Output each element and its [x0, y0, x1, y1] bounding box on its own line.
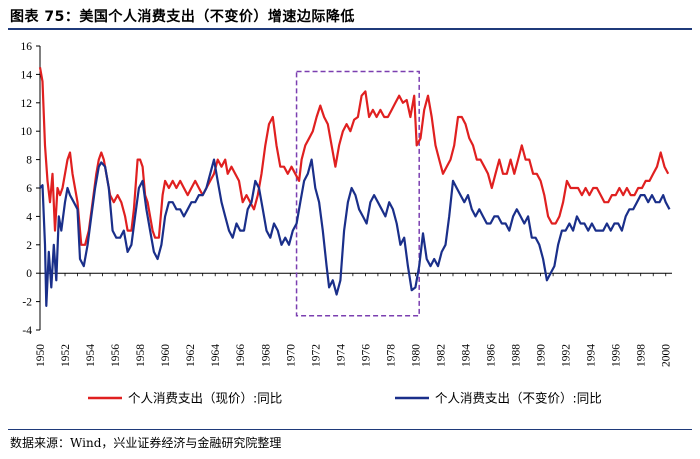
x-tick-label: 1978	[385, 344, 397, 367]
x-tick-label: 1998	[636, 344, 648, 367]
y-tick-label: 4	[26, 211, 32, 223]
x-tick-label: 1980	[410, 344, 422, 367]
series-line-nominal	[38, 67, 670, 246]
y-tick-label: -4	[22, 325, 32, 337]
x-tick-label: 1966	[235, 344, 247, 367]
x-tick-label: 1976	[360, 344, 372, 367]
x-tick-label: 1992	[561, 344, 573, 367]
highlight-box	[295, 70, 420, 317]
x-tick-label: 2000	[661, 344, 673, 367]
y-tick-label: 12	[21, 98, 33, 110]
x-tick-label: 1988	[511, 344, 523, 367]
y-tick-label: 10	[21, 126, 33, 138]
source-note: 数据来源：Wind，兴业证券经济与金融研究院整理	[10, 436, 282, 450]
y-tick-label: 14	[21, 69, 33, 81]
y-tick-label: -2	[22, 297, 32, 309]
chart-series	[38, 67, 671, 307]
legend-label-real: 个人消费支出（不变价）:同比	[435, 391, 602, 406]
y-tick-label: 6	[26, 183, 32, 195]
y-tick-label: 16	[21, 41, 33, 53]
x-tick-label: 1996	[611, 344, 623, 367]
x-tick-label: 1958	[135, 344, 147, 367]
x-tick-label: 1950	[35, 344, 47, 367]
y-tick-label: 0	[26, 268, 32, 280]
x-tick-label: 1960	[160, 344, 172, 367]
footer-rule	[8, 429, 692, 430]
x-tick-label: 1972	[310, 344, 322, 367]
series-line-real	[39, 158, 671, 307]
x-tick-label: 1970	[285, 344, 297, 367]
x-tick-label: 1974	[335, 344, 347, 367]
x-tick-label: 1982	[435, 344, 447, 367]
y-tick-label: 2	[26, 240, 32, 252]
x-tick-label: 1962	[185, 344, 197, 367]
x-tick-label: 1984	[461, 344, 473, 367]
x-tick-label: 1986	[486, 344, 498, 367]
highlight-rect	[295, 70, 420, 317]
x-tick-label: 1968	[260, 344, 272, 367]
chart-legend: 个人消费支出（现价）:同比 个人消费支出（不变价）:同比	[88, 391, 602, 406]
title-rule	[8, 28, 692, 30]
chart-canvas: -4 -2 0 2 4 6 8 10 12 14 16 1950 1952 1954 1956 1958 196…	[21, 41, 673, 406]
chart-title: 图表 75：美国个人消费支出（不变价）增速边际降低	[10, 9, 355, 25]
legend-label-nominal: 个人消费支出（现价）:同比	[128, 391, 282, 406]
x-tick-label: 1954	[85, 344, 97, 367]
x-tick-label: 1964	[210, 344, 222, 367]
y-tick-label: 8	[26, 155, 32, 167]
chart-axes: -4 -2 0 2 4 6 8 10 12 14 16 1950 1952 1954 1956 1958 196…	[21, 41, 673, 367]
x-tick-label: 1956	[110, 344, 122, 367]
x-tick-label: 1994	[586, 344, 598, 367]
x-tick-label: 1990	[536, 344, 548, 367]
x-tick-label: 1952	[60, 344, 72, 367]
